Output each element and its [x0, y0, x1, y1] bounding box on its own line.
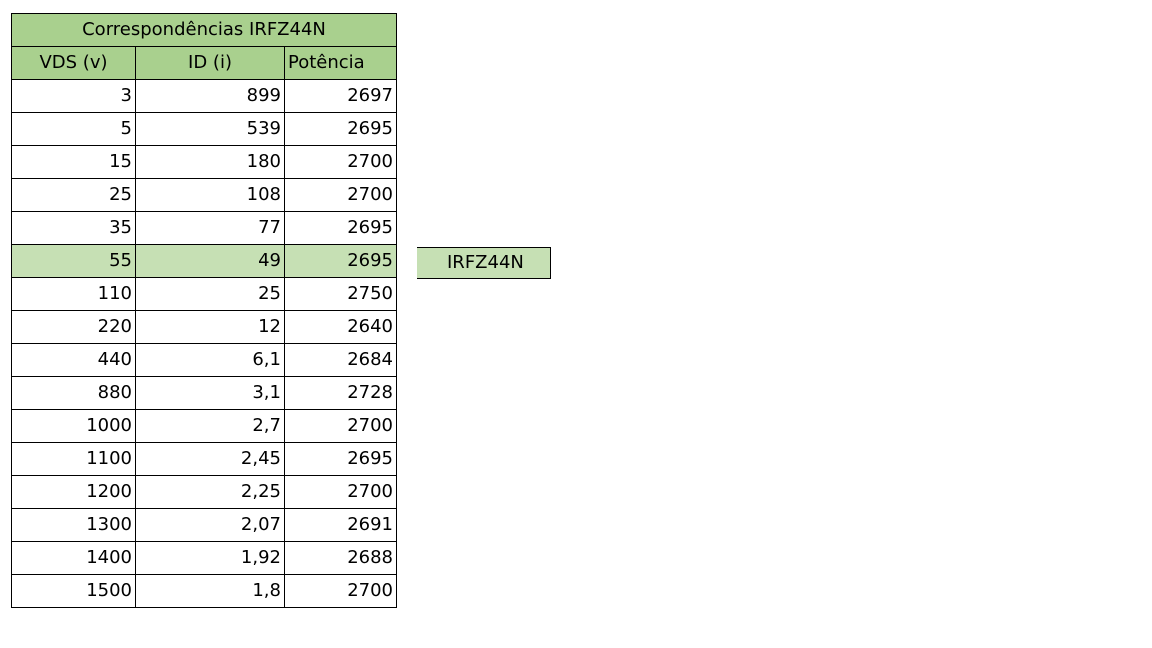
cell-vds[interactable]: 1000	[11, 409, 136, 443]
cell-vds[interactable]: 25	[11, 178, 136, 212]
cell-vds[interactable]: 5	[11, 112, 136, 146]
cell-id[interactable]: 3,1	[135, 376, 285, 410]
cell-id[interactable]: 539	[135, 112, 285, 146]
table-row: 55 49 2695	[11, 244, 397, 278]
table-row: 1000 2,7 2700	[11, 409, 397, 443]
table-row: 880 3,1 2728	[11, 376, 397, 410]
cell-id[interactable]: 25	[135, 277, 285, 311]
cell-id[interactable]: 2,25	[135, 475, 285, 509]
cell-id[interactable]: 2,7	[135, 409, 285, 443]
cell-vds[interactable]: 1500	[11, 574, 136, 608]
cell-id[interactable]: 1,92	[135, 541, 285, 575]
table-row: 5 539 2695	[11, 112, 397, 146]
cell-potencia[interactable]: 2750	[284, 277, 397, 311]
cell-id[interactable]: 6,1	[135, 343, 285, 377]
correspondence-table: Correspondências IRFZ44N VDS (v) ID (i) …	[11, 13, 397, 608]
table-row: 1500 1,8 2700	[11, 574, 397, 608]
table-title-cell[interactable]: Correspondências IRFZ44N	[11, 13, 397, 47]
cell-id[interactable]: 899	[135, 79, 285, 113]
cell-potencia[interactable]: 2728	[284, 376, 397, 410]
cell-potencia[interactable]: 2700	[284, 145, 397, 179]
table-row: 440 6,1 2684	[11, 343, 397, 377]
table-row: 110 25 2750	[11, 277, 397, 311]
highlight-side-label-cell[interactable]: IRFZ44N	[417, 247, 551, 279]
table-row: 1100 2,45 2695	[11, 442, 397, 476]
table-body: Correspondências IRFZ44N VDS (v) ID (i) …	[11, 13, 397, 608]
cell-potencia[interactable]: 2700	[284, 409, 397, 443]
header-row: VDS (v) ID (i) Potência	[11, 46, 397, 80]
cell-potencia[interactable]: 2695	[284, 112, 397, 146]
cell-potencia[interactable]: 2688	[284, 541, 397, 575]
cell-vds[interactable]: 1400	[11, 541, 136, 575]
cell-vds[interactable]: 440	[11, 343, 136, 377]
cell-id[interactable]: 1,8	[135, 574, 285, 608]
cell-vds[interactable]: 220	[11, 310, 136, 344]
cell-vds[interactable]: 110	[11, 277, 136, 311]
cell-vds[interactable]: 1100	[11, 442, 136, 476]
cell-potencia[interactable]: 2640	[284, 310, 397, 344]
cell-id[interactable]: 180	[135, 145, 285, 179]
cell-vds[interactable]: 35	[11, 211, 136, 245]
cell-id[interactable]: 2,45	[135, 442, 285, 476]
cell-vds[interactable]: 15	[11, 145, 136, 179]
cell-potencia[interactable]: 2700	[284, 178, 397, 212]
cell-potencia[interactable]: 2697	[284, 79, 397, 113]
cell-potencia[interactable]: 2695	[284, 211, 397, 245]
cell-potencia[interactable]: 2691	[284, 508, 397, 542]
cell-vds[interactable]: 880	[11, 376, 136, 410]
table-row: 1200 2,25 2700	[11, 475, 397, 509]
table-row: 35 77 2695	[11, 211, 397, 245]
correspondence-table-wrapper: Correspondências IRFZ44N VDS (v) ID (i) …	[11, 13, 397, 608]
cell-id[interactable]: 77	[135, 211, 285, 245]
table-row: 25 108 2700	[11, 178, 397, 212]
cell-id[interactable]: 108	[135, 178, 285, 212]
title-row: Correspondências IRFZ44N	[11, 13, 397, 47]
cell-vds[interactable]: 1200	[11, 475, 136, 509]
cell-id[interactable]: 2,07	[135, 508, 285, 542]
table-row: 220 12 2640	[11, 310, 397, 344]
cell-id[interactable]: 49	[135, 244, 285, 278]
header-potencia[interactable]: Potência	[284, 46, 397, 80]
cell-potencia[interactable]: 2695	[284, 244, 397, 278]
cell-vds[interactable]: 3	[11, 79, 136, 113]
cell-potencia[interactable]: 2684	[284, 343, 397, 377]
cell-vds[interactable]: 55	[11, 244, 136, 278]
header-vds[interactable]: VDS (v)	[11, 46, 136, 80]
table-row: 1300 2,07 2691	[11, 508, 397, 542]
table-row: 3 899 2697	[11, 79, 397, 113]
cell-id[interactable]: 12	[135, 310, 285, 344]
header-id[interactable]: ID (i)	[135, 46, 285, 80]
cell-potencia[interactable]: 2700	[284, 475, 397, 509]
cell-potencia[interactable]: 2700	[284, 574, 397, 608]
table-row: 15 180 2700	[11, 145, 397, 179]
cell-vds[interactable]: 1300	[11, 508, 136, 542]
table-row: 1400 1,92 2688	[11, 541, 397, 575]
cell-potencia[interactable]: 2695	[284, 442, 397, 476]
